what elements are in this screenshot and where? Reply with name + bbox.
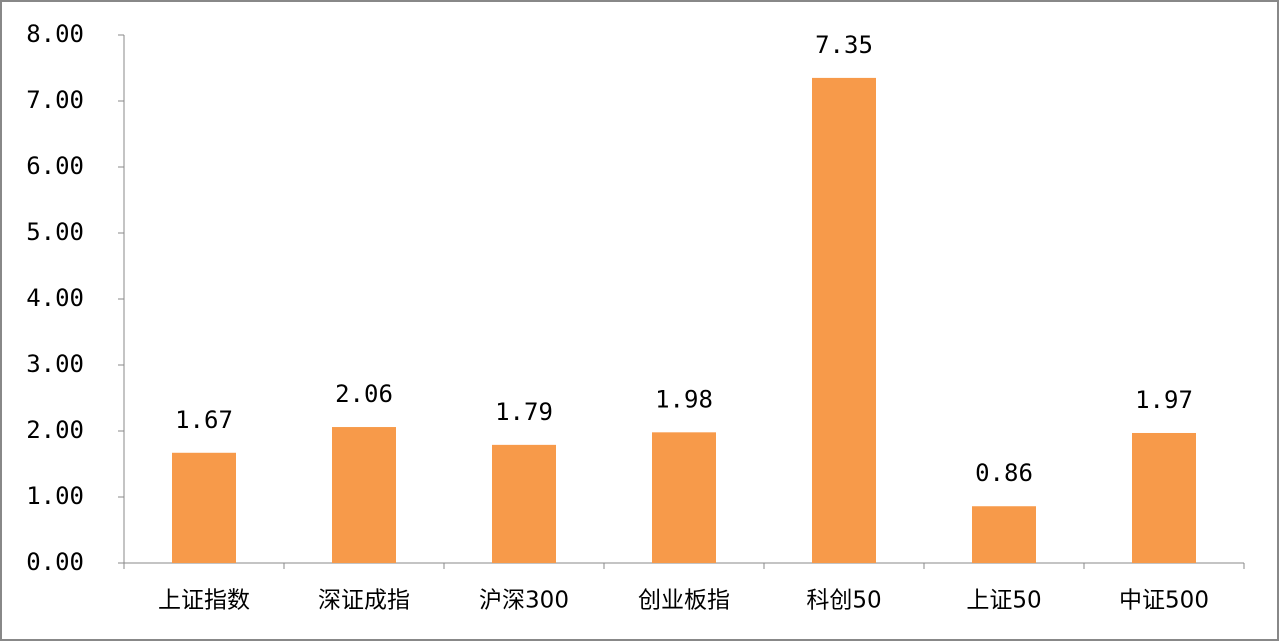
bar	[812, 77, 876, 564]
value-label: 2.06	[335, 380, 393, 408]
bar	[172, 452, 236, 563]
x-tick-label: 创业板指	[638, 588, 730, 614]
y-tick-label: 1.00	[26, 482, 84, 510]
value-label: 1.79	[495, 398, 553, 426]
y-tick-label: 2.00	[26, 416, 84, 444]
y-tick-label: 7.00	[26, 86, 84, 114]
x-tick-label: 中证500	[1119, 588, 1209, 614]
y-tick-label: 0.00	[26, 548, 84, 576]
y-tick-label: 5.00	[26, 218, 84, 246]
x-tick-label: 深证成指	[318, 588, 410, 614]
bar	[492, 444, 556, 563]
value-label: 0.86	[975, 459, 1033, 487]
x-tick-label: 上证50	[966, 588, 1041, 614]
x-tick-label: 上证指数	[158, 588, 250, 614]
value-label: 1.97	[1135, 386, 1193, 414]
x-tick-label: 科创50	[806, 588, 881, 614]
bar	[652, 432, 716, 563]
bar	[972, 506, 1036, 563]
y-tick-label: 4.00	[26, 284, 84, 312]
value-label: 1.98	[655, 385, 713, 413]
bar	[1132, 432, 1196, 563]
value-label: 1.67	[175, 406, 233, 434]
y-tick-label: 8.00	[26, 20, 84, 48]
y-tick-label: 6.00	[26, 152, 84, 180]
y-tick-label: 3.00	[26, 350, 84, 378]
value-label: 7.35	[815, 31, 873, 59]
x-tick-label: 沪深300	[479, 588, 569, 614]
bar	[332, 427, 396, 563]
